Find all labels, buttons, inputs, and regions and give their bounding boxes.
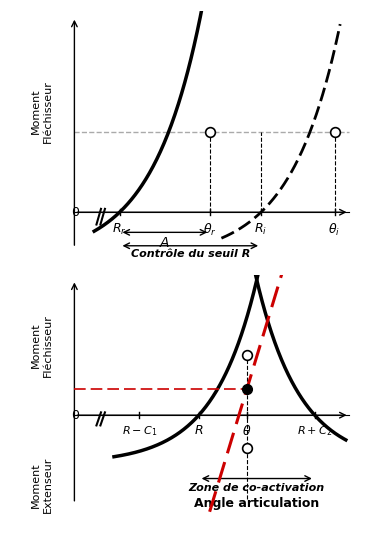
Text: Zone de co-activation: Zone de co-activation bbox=[189, 483, 325, 493]
Text: Contrôle du seuil R: Contrôle du seuil R bbox=[131, 249, 250, 259]
Text: $R$: $R$ bbox=[194, 424, 203, 437]
Text: $\theta$: $\theta$ bbox=[242, 424, 251, 438]
Text: A: A bbox=[160, 235, 170, 249]
Text: $R-C_1$: $R-C_1$ bbox=[122, 424, 157, 438]
Text: Moment
Extenseur: Moment Extenseur bbox=[31, 457, 53, 513]
Text: $\theta_r$: $\theta_r$ bbox=[203, 222, 217, 238]
Text: $\theta_i$: $\theta_i$ bbox=[328, 222, 340, 238]
Text: $R+C_2$: $R+C_2$ bbox=[297, 424, 332, 438]
Text: $R_r$: $R_r$ bbox=[112, 222, 127, 238]
Text: Moment
Fléchisseur: Moment Fléchisseur bbox=[31, 80, 53, 143]
Text: 0: 0 bbox=[71, 409, 79, 422]
Text: $R_i$: $R_i$ bbox=[254, 222, 267, 238]
Text: 0: 0 bbox=[71, 206, 79, 219]
Text: Angle articulation: Angle articulation bbox=[194, 497, 320, 510]
Text: Moment
Fléchisseur: Moment Fléchisseur bbox=[31, 314, 53, 377]
